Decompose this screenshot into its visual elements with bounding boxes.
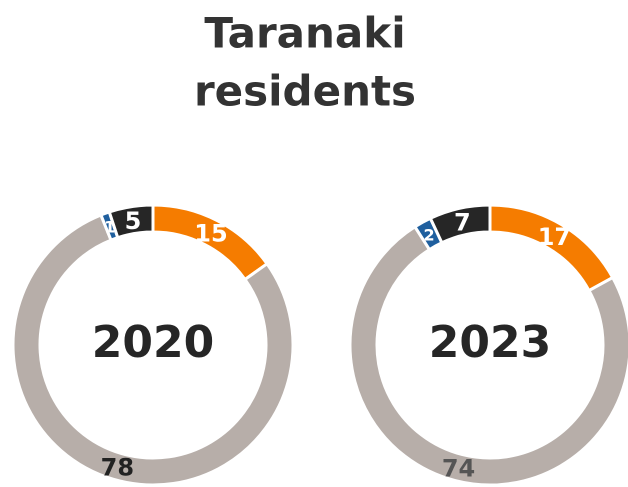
data-label: 15 xyxy=(194,220,227,248)
data-label: 17 xyxy=(538,223,571,251)
data-label: 7 xyxy=(454,209,471,237)
donut-center-label: 2020 xyxy=(92,317,214,368)
title-line: residents xyxy=(194,67,416,116)
donut-center-label: 2023 xyxy=(429,317,551,368)
title-line: Taranaki xyxy=(204,9,405,58)
data-label: 1 xyxy=(104,218,115,237)
data-label: 5 xyxy=(125,207,142,235)
data-label: 78 xyxy=(101,453,134,481)
donut-segment xyxy=(348,224,628,487)
donut-segment xyxy=(11,213,295,487)
data-label: 74 xyxy=(442,455,475,483)
data-label: 2 xyxy=(423,226,434,245)
donut-segment xyxy=(428,203,492,245)
donut-segment xyxy=(107,203,155,240)
